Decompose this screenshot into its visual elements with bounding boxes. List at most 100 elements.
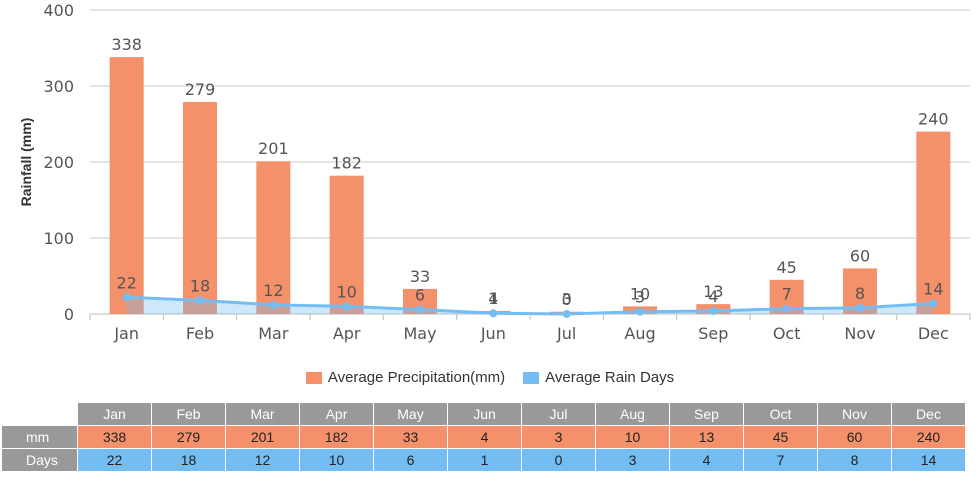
legend-swatch-precipitation <box>305 371 322 384</box>
table-header-row: Jan Feb Mar Apr May Jun Jul Aug Sep Oct … <box>1 402 966 426</box>
precipitation-bar <box>916 131 951 314</box>
rain-days-point <box>782 304 791 313</box>
rain-days-value-label: 8 <box>855 284 865 303</box>
rain-days-area <box>126 297 934 314</box>
rain-days-point <box>709 306 718 315</box>
rainfall-data-table: Jan Feb Mar Apr May Jun Jul Aug Sep Oct … <box>1 402 966 472</box>
x-tick-label: Mar <box>258 324 289 343</box>
x-tick-label: Nov <box>844 324 875 343</box>
precipitation-value-label: 33 <box>410 267 430 286</box>
rain-days-value-label: 7 <box>782 285 792 304</box>
table-row-label: Days <box>1 448 78 472</box>
x-tick-label: Apr <box>333 324 361 343</box>
rain-days-point <box>416 305 424 314</box>
y-axis-ticks: 0 100 200 300 400 <box>43 1 74 324</box>
x-tick-label: May <box>403 324 436 343</box>
table-cell: 18 <box>151 448 226 472</box>
rain-days-value-label: 3 <box>635 288 645 307</box>
x-tick-label: Sep <box>698 324 728 343</box>
rain-days-point <box>342 302 351 311</box>
legend-item-precipitation[interactable]: Average Precipitation(mm) <box>305 369 506 386</box>
table-cell: 4 <box>669 448 744 472</box>
table-corner-cell <box>1 402 78 426</box>
table-cell: 201 <box>225 425 300 449</box>
x-tick-label: Aug <box>624 324 655 343</box>
table-header-cell: Nov <box>817 402 892 426</box>
table-header-cell: Feb <box>151 402 226 426</box>
table-row-label: mm <box>1 425 78 449</box>
rain-days-point <box>269 300 278 309</box>
table-cell: 45 <box>743 425 818 449</box>
precipitation-value-label: 182 <box>331 154 362 173</box>
table-row-days: Days 22 18 12 10 6 1 0 3 4 7 8 14 <box>1 448 966 472</box>
rain-days-point <box>562 310 571 318</box>
table-cell: 182 <box>299 425 374 449</box>
rain-days-value-label: 6 <box>415 285 425 304</box>
rain-days-value-label: 0 <box>562 290 572 309</box>
table-header-cell: May <box>373 402 448 426</box>
rain-days-value-label: 14 <box>923 279 943 298</box>
table-cell: 0 <box>521 448 596 472</box>
rain-days-value-label: 22 <box>116 273 136 292</box>
x-axis-ticks: Jan Feb Mar Apr May Jun Jul Aug Sep Oct Nov Dec <box>89 314 971 343</box>
precipitation-value-label: 279 <box>185 80 216 99</box>
table-header-cell: Aug <box>595 402 670 426</box>
x-tick-label: Jul <box>556 324 576 343</box>
x-tick-label: Oct <box>773 324 801 343</box>
precipitation-value-label: 13 <box>703 282 723 301</box>
table-cell: 240 <box>891 425 966 449</box>
precipitation-value-label: 10 <box>630 284 650 303</box>
x-tick-label: Dec <box>918 324 949 343</box>
table-cell: 6 <box>373 448 448 472</box>
table-header-cell: Mar <box>225 402 300 426</box>
table-cell: 1 <box>447 448 522 472</box>
table-cell: 279 <box>151 425 226 449</box>
table-cell: 10 <box>299 448 374 472</box>
y-tick-label: 400 <box>43 1 74 20</box>
table-cell: 4 <box>447 425 522 449</box>
table-cell: 14 <box>891 448 966 472</box>
x-tick-label: Jun <box>480 324 506 343</box>
legend-item-rain-days[interactable]: Average Rain Days <box>523 369 674 386</box>
precipitation-value-label: 240 <box>918 110 949 129</box>
table-header-cell: Apr <box>299 402 374 426</box>
precipitation-value-label: 3 <box>562 290 572 309</box>
y-tick-label: 300 <box>43 77 74 96</box>
precipitation-bar <box>329 175 364 314</box>
precipitation-value-label: 60 <box>850 246 870 265</box>
rain-days-value-label: 1 <box>488 289 498 308</box>
table-header-cell: Jul <box>521 402 596 426</box>
legend-label-precipitation: Average Precipitation(mm) <box>327 369 506 386</box>
precipitation-value-label: 338 <box>111 35 142 54</box>
rain-days-point <box>122 293 131 302</box>
y-tick-label: 100 <box>43 229 74 248</box>
precipitation-value-label: 4 <box>488 289 498 308</box>
table-cell: 3 <box>521 425 596 449</box>
legend-swatch-rain-days <box>523 371 540 384</box>
table-cell: 10 <box>595 425 670 449</box>
table-header-cell: Oct <box>743 402 818 426</box>
table-cell: 60 <box>817 425 892 449</box>
rain-days-line <box>122 293 938 318</box>
rain-days-series-line <box>126 295 934 316</box>
rain-days-point <box>929 299 938 308</box>
precipitation-bar <box>256 161 291 314</box>
rain-days-point <box>489 309 498 318</box>
table-cell: 7 <box>743 448 818 472</box>
table-header-cell: Sep <box>669 402 744 426</box>
table-cell: 3 <box>595 448 670 472</box>
table-cell: 22 <box>77 448 152 472</box>
grid-lines <box>90 9 970 315</box>
rain-days-point <box>856 303 864 312</box>
precipitation-value-label: 45 <box>776 258 796 277</box>
precipitation-bars <box>109 57 951 315</box>
precipitation-value-label: 201 <box>258 139 289 158</box>
table-header-cell: Dec <box>891 402 966 426</box>
x-tick-label: Feb <box>186 324 214 343</box>
table-header-cell: Jan <box>77 402 152 426</box>
y-axis-title: Rainfall (mm) <box>18 118 34 207</box>
y-tick-label: 200 <box>43 153 74 172</box>
table-row-mm: mm 338 279 201 182 33 4 3 10 13 45 60 24… <box>1 425 966 449</box>
